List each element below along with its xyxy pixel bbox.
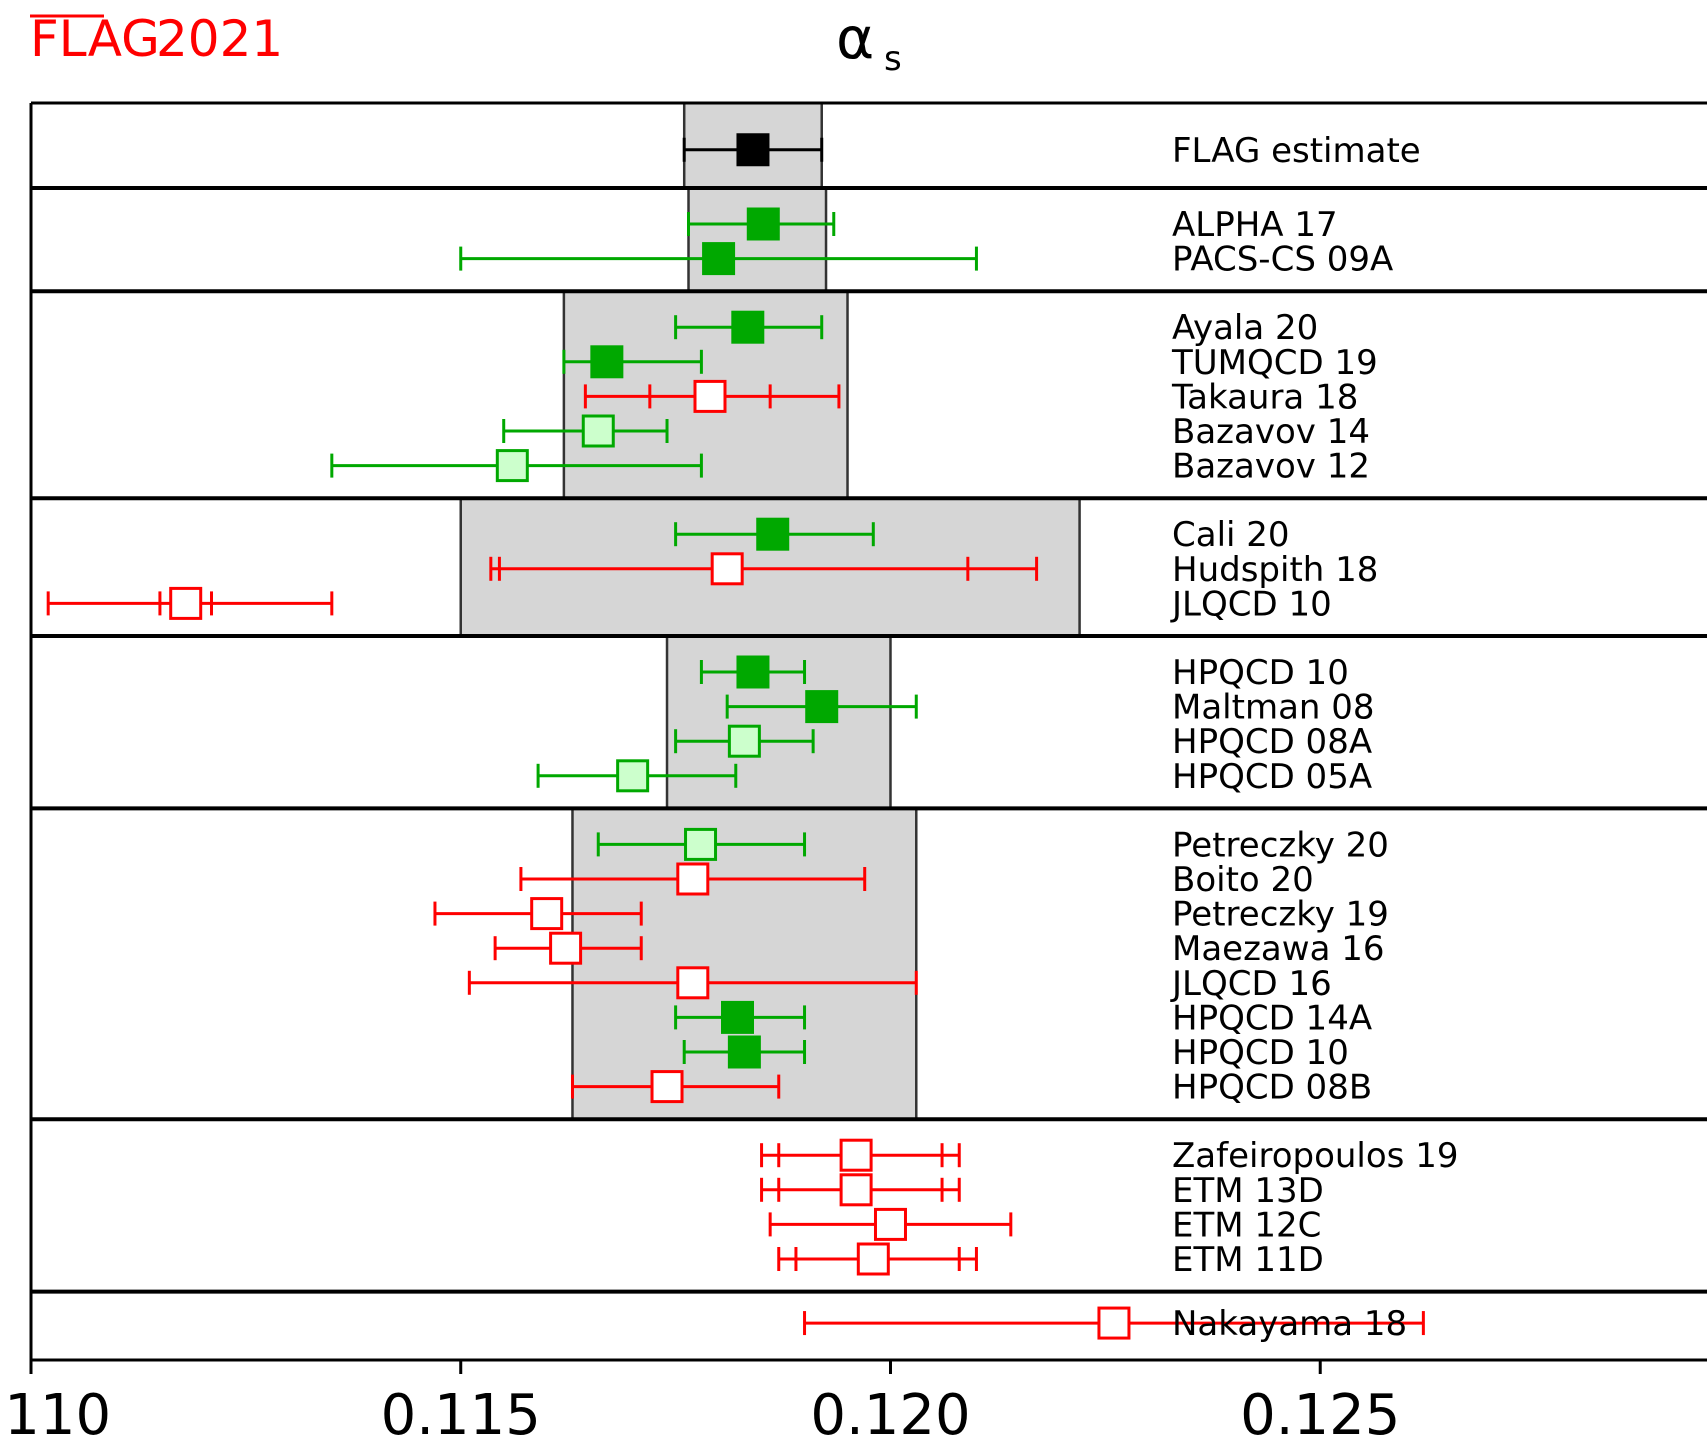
point-label: Petreczky 19 [1172,895,1389,935]
x-tick-label: 0.115 [381,1383,541,1444]
point-label: JLQCD 10 [1170,584,1332,624]
point-label: Ayala 20 [1172,308,1318,348]
brand-year: 2021 [156,10,283,68]
data-marker [731,310,765,344]
point-label: HPQCD 10 [1172,653,1349,693]
data-marker [616,759,650,793]
point-label: Nakayama 18 [1172,1304,1407,1344]
data-marker [720,1000,754,1034]
brand-name: FLAG [30,10,160,68]
data-marker [736,133,770,167]
point-label: PACS-CS 09A [1172,240,1393,280]
chart-title-subscript: s [884,39,902,79]
data-marker [727,724,761,758]
point-label: HPQCD 08A [1172,722,1372,762]
point-label: Boito 20 [1172,860,1314,900]
data-marker [495,449,529,483]
estimate-band [571,807,918,1121]
flag-brand: FLAG 2021 [30,10,283,68]
data-marker [684,827,718,861]
data-marker [839,1138,873,1172]
data-marker [676,862,710,896]
chart-title-symbol: α [836,4,874,72]
data-marker [590,345,624,379]
point-label: Maezawa 16 [1172,929,1384,969]
data-marker [736,655,770,689]
data-marker [727,1035,761,1069]
point-label: Maltman 08 [1172,688,1375,728]
data-marker [710,552,744,586]
x-tick-label: 0.120 [810,1383,970,1444]
point-label: Bazavov 14 [1172,412,1370,452]
data-markers [169,133,1131,1340]
point-label: Bazavov 12 [1172,447,1370,487]
point-label: HPQCD 05A [1172,757,1372,797]
point-label: ALPHA 17 [1172,205,1338,245]
estimate-bands [459,101,1081,1121]
data-marker [549,931,583,965]
data-marker [530,897,564,931]
data-marker [756,517,790,551]
point-label: JLQCD 16 [1170,964,1332,1004]
chart-title: α s [836,4,902,79]
point-label: ETM 13D [1172,1171,1324,1211]
data-marker [1097,1306,1131,1340]
point-label: TUMQCD 19 [1171,343,1378,383]
data-marker [693,379,727,413]
point-label: Cali 20 [1172,515,1290,555]
data-marker [702,242,736,276]
point-label: ETM 11D [1172,1240,1324,1280]
data-marker [805,690,839,724]
point-label: Takaura 18 [1171,377,1358,417]
point-label: HPQCD 08B [1172,1068,1372,1108]
data-marker [856,1242,890,1276]
point-label: FLAG estimate [1172,131,1421,171]
point-label: Hudspith 18 [1172,550,1378,590]
x-tick-label: 0.110 [0,1383,111,1444]
data-marker [169,586,203,620]
data-marker [581,414,615,448]
estimate-band [665,634,892,810]
point-label: HPQCD 14A [1172,998,1372,1038]
x-axis: 0.110 0.115 0.120 0.125 [0,1358,1707,1444]
group-dividers [29,101,1707,1360]
data-marker [650,1070,684,1104]
x-tick-label: 0.125 [1240,1383,1400,1444]
point-label: Petreczky 20 [1172,825,1389,865]
point-label: HPQCD 10 [1172,1033,1349,1073]
data-marker [873,1207,907,1241]
data-marker [746,207,780,241]
point-label: Zafeiropoulos 19 [1172,1136,1458,1176]
data-marker [676,966,710,1000]
data-marker [839,1173,873,1207]
point-label: ETM 12C [1172,1205,1321,1245]
